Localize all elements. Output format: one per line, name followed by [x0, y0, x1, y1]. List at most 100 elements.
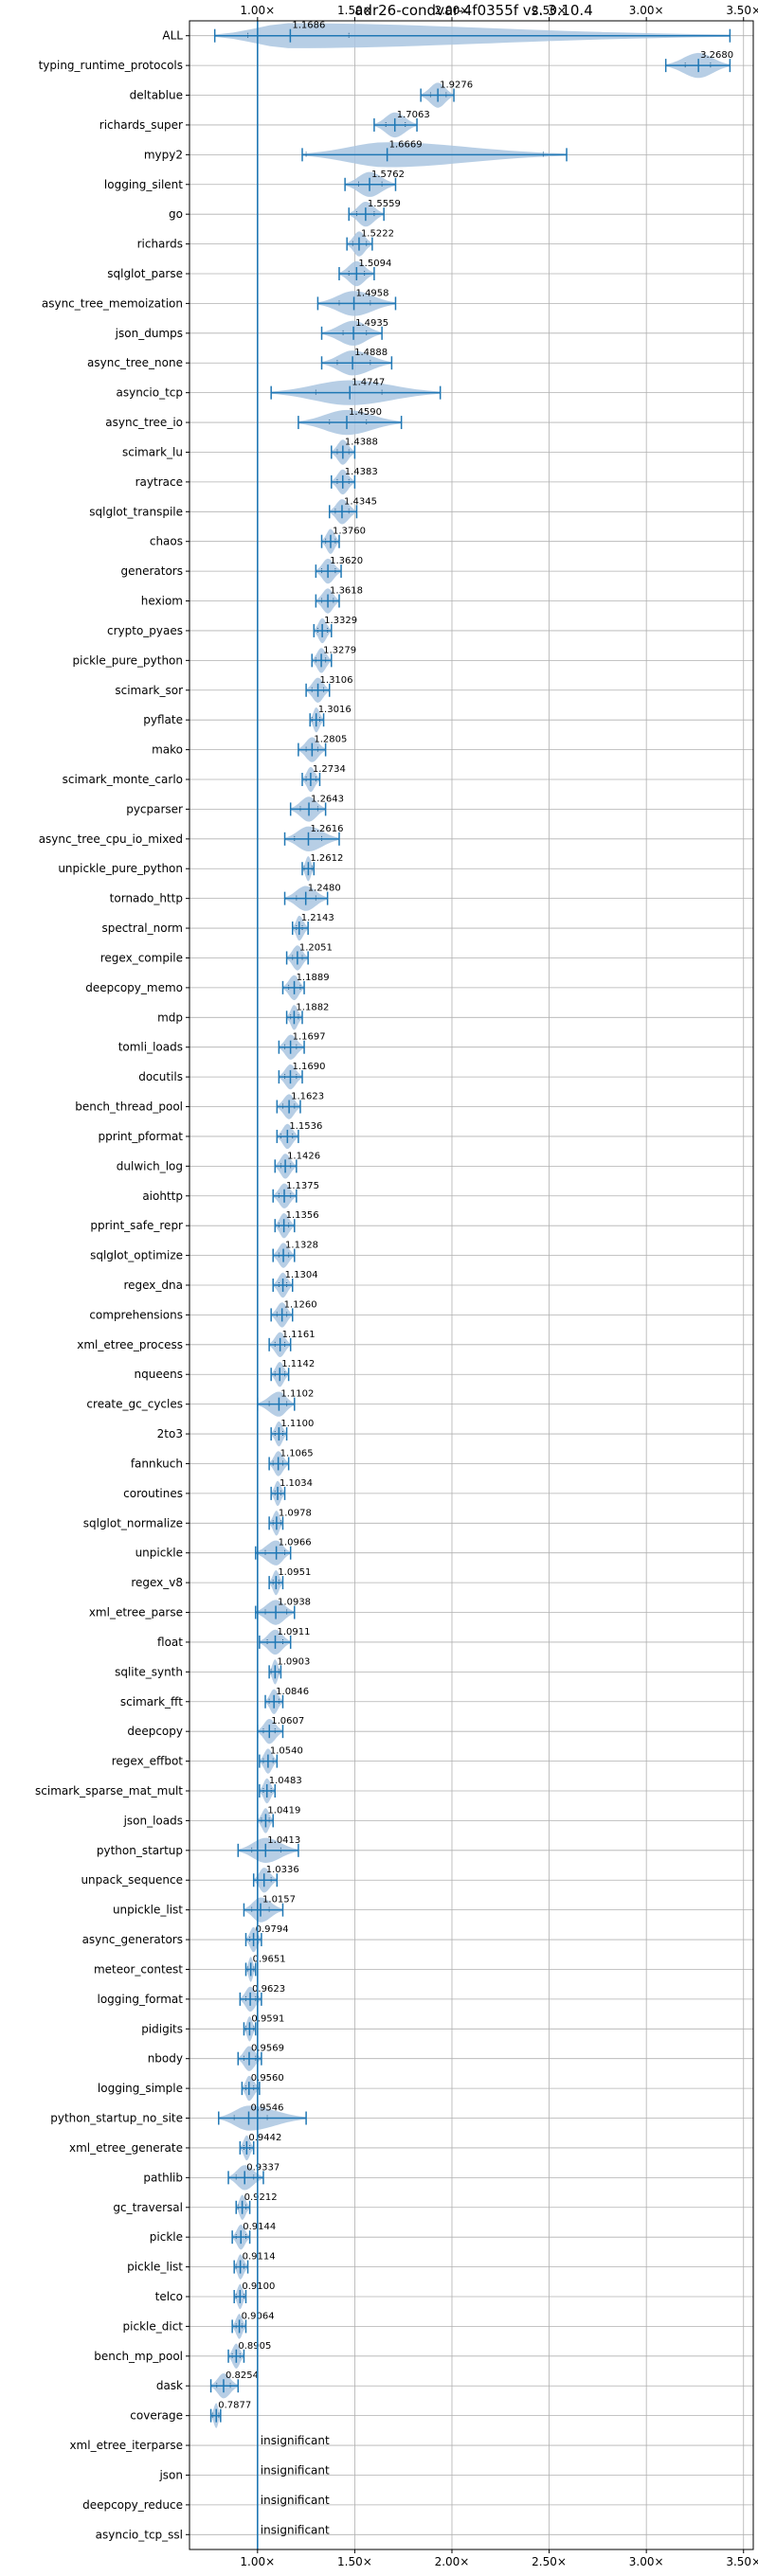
value-label: 1.0911 [278, 1627, 311, 1637]
value-label: 1.1686 [292, 21, 325, 31]
benchmark-label: typing_runtime_protocols [39, 59, 183, 72]
benchmark-label: docutils [138, 1070, 183, 1083]
benchmark-label: sqlite_synth [115, 1665, 183, 1678]
value-label: 1.1426 [287, 1151, 320, 1161]
benchmark-label: unpickle [135, 1547, 183, 1560]
benchmark-label: tomli_loads [118, 1041, 183, 1054]
value-label: 1.2805 [314, 735, 347, 745]
benchmark-label: json [158, 2468, 183, 2481]
value-label: 1.4935 [355, 318, 388, 329]
benchmark-label: coverage [130, 2409, 183, 2423]
value-label: 1.4958 [356, 288, 389, 298]
value-label: 1.3279 [323, 645, 356, 655]
value-label: 1.1102 [280, 1389, 314, 1400]
value-label: 1.0951 [278, 1567, 311, 1578]
benchmark-label: float [157, 1636, 183, 1649]
value-label: 0.9100 [242, 2281, 275, 2292]
benchmark-label: go [169, 207, 183, 221]
value-label: 1.0966 [279, 1538, 312, 1548]
benchmark-label: pprint_pformat [99, 1130, 184, 1143]
value-label: 1.0607 [271, 1716, 304, 1726]
benchmark-label: xml_etree_parse [89, 1606, 183, 1619]
x-tick-label-top: 1.00× [240, 4, 275, 17]
benchmark-label: dulwich_log [117, 1159, 183, 1172]
x-tick-label-top: 2.00× [435, 4, 470, 17]
benchmark-label: aiohttp [142, 1190, 183, 1203]
value-label: 1.2480 [308, 884, 341, 894]
value-label: 0.9337 [246, 2162, 280, 2173]
benchmark-label: nqueens [135, 1368, 183, 1381]
benchmark-label: asyncio_tcp_ssl [96, 2528, 183, 2541]
benchmark-label: deepcopy_reduce [82, 2498, 183, 2512]
value-label: 1.1356 [286, 1210, 319, 1221]
insignificant-label: insignificant [261, 2494, 330, 2507]
benchmark-label: coroutines [123, 1487, 183, 1500]
value-label: 1.1161 [282, 1330, 316, 1340]
benchmark-label: async_tree_io [105, 416, 183, 429]
benchmark-label: pycparser [126, 802, 183, 815]
benchmark-label: bench_thread_pool [75, 1100, 183, 1114]
benchmark-label: xml_etree_iterparse [69, 2439, 183, 2452]
benchmark-label: logging_simple [98, 2082, 183, 2095]
value-label: 0.9623 [252, 1984, 285, 1995]
benchmark-label: python_startup_no_site [50, 2112, 183, 2125]
benchmark-label: python_startup [97, 1844, 183, 1857]
value-label: 1.0483 [269, 1776, 302, 1786]
benchmark-label: create_gc_cycles [86, 1398, 183, 1411]
value-label: 1.1889 [297, 973, 330, 983]
value-label: 1.1882 [296, 1002, 329, 1012]
value-label: 0.9546 [250, 2103, 283, 2114]
benchmark-label: pidigits [141, 2022, 183, 2035]
value-label: 1.6669 [389, 139, 423, 150]
benchmark-label: scimark_fft [120, 1695, 183, 1708]
benchmark-label: scimark_sor [115, 684, 183, 697]
value-label: 1.1697 [293, 1032, 326, 1043]
value-label: 0.9651 [253, 1954, 286, 1964]
x-tick-label-top: 1.50× [337, 4, 372, 17]
benchmark-label: telco [155, 2290, 183, 2303]
benchmark-label: mypy2 [144, 148, 183, 161]
x-tick-label-top: 3.00× [629, 4, 664, 17]
benchmark-label: richards_super [99, 118, 183, 132]
value-label: 1.4383 [345, 467, 378, 477]
benchmark-label: hexiom [141, 595, 183, 608]
benchmark-label: json_dumps [115, 327, 183, 340]
benchmark-label: pickle_dict [123, 2319, 184, 2333]
x-tick-label-bottom: 3.00× [629, 2555, 664, 2568]
value-label: 1.1100 [280, 1419, 314, 1429]
value-label: 1.5559 [368, 199, 401, 209]
benchmark-label: asyncio_tcp [116, 386, 183, 400]
value-label: 1.1690 [292, 1062, 325, 1072]
benchmark-label: pickle [150, 2230, 183, 2244]
benchmark-label: nbody [148, 2052, 183, 2066]
benchmark-label: pprint_safe_repr [90, 1219, 183, 1232]
value-label: 1.1328 [285, 1241, 318, 1251]
benchmark-label: deepcopy [127, 1725, 183, 1738]
chart-title: adr26-condvar-4f0355f vs. 3.10.4 [354, 2, 593, 19]
x-tick-label-bottom: 2.50× [532, 2555, 567, 2568]
plot-frame [189, 20, 754, 2550]
value-label: 1.1375 [286, 1181, 319, 1191]
value-label: 0.9144 [243, 2222, 276, 2232]
benchmark-label: richards [137, 238, 183, 251]
value-label: 1.2051 [299, 942, 333, 953]
benchmark-label: chaos [150, 535, 183, 548]
benchmark-label: scimark_sparse_mat_mult [35, 1784, 183, 1798]
value-label: 1.0978 [279, 1508, 312, 1518]
value-label: 1.3618 [330, 586, 363, 597]
value-label: 1.4590 [349, 407, 382, 418]
benchmark-label: meteor_contest [94, 1962, 183, 1976]
value-label: 1.1034 [280, 1478, 313, 1489]
value-label: 1.2643 [311, 794, 344, 804]
x-tick-label-top: 3.50× [726, 4, 758, 17]
benchmark-label: 2to3 [157, 1427, 183, 1440]
value-label: 1.2612 [310, 853, 343, 864]
benchmark-label: unpickle_pure_python [58, 862, 183, 875]
value-label: 1.0419 [267, 1805, 300, 1816]
benchmark-label: tornado_http [110, 892, 183, 905]
value-label: 1.1623 [291, 1092, 324, 1102]
value-label: 1.2143 [301, 913, 334, 923]
value-label: 0.8254 [226, 2370, 259, 2381]
benchmark-label: json_loads [123, 1814, 183, 1827]
